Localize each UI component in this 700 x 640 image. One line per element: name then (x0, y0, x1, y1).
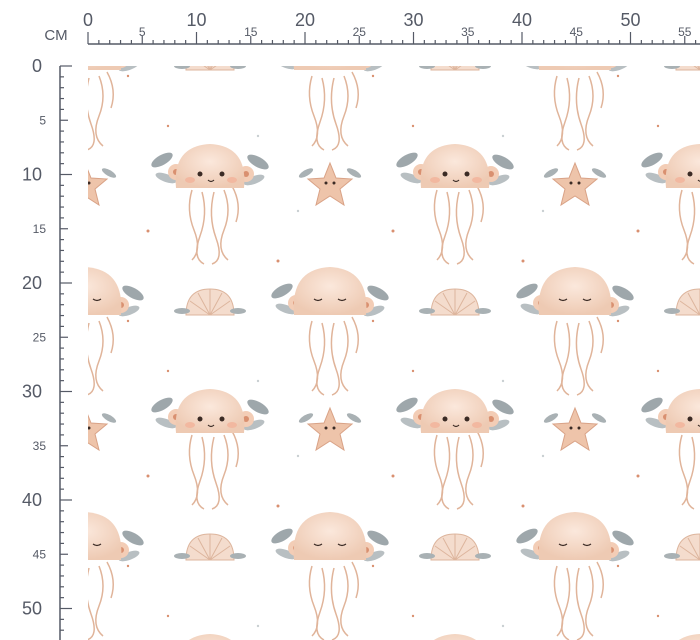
x-label: 10 (186, 10, 206, 30)
y-label: 30 (22, 382, 42, 402)
x-label: 30 (403, 10, 423, 30)
y-label: 45 (33, 547, 47, 561)
y-label: 0 (32, 56, 42, 76)
x-label: 50 (620, 10, 640, 30)
y-label: 25 (33, 330, 47, 344)
x-label: 0 (83, 10, 93, 30)
y-label: 10 (22, 165, 42, 185)
y-label: 35 (33, 439, 47, 453)
x-label: 45 (570, 25, 584, 39)
y-label: 40 (22, 490, 42, 510)
x-label: 40 (512, 10, 532, 30)
y-label: 50 (22, 599, 42, 619)
x-label: 15 (244, 25, 258, 39)
fabric-pattern (88, 66, 700, 640)
x-label: 55 (678, 25, 692, 39)
x-label: 35 (461, 25, 475, 39)
unit-label: CM (44, 27, 67, 44)
y-label: 20 (22, 273, 42, 293)
y-label: 5 (39, 113, 46, 127)
x-label: 5 (139, 25, 146, 39)
x-label: 25 (353, 25, 367, 39)
x-label: 20 (295, 10, 315, 30)
y-label: 15 (33, 222, 47, 236)
